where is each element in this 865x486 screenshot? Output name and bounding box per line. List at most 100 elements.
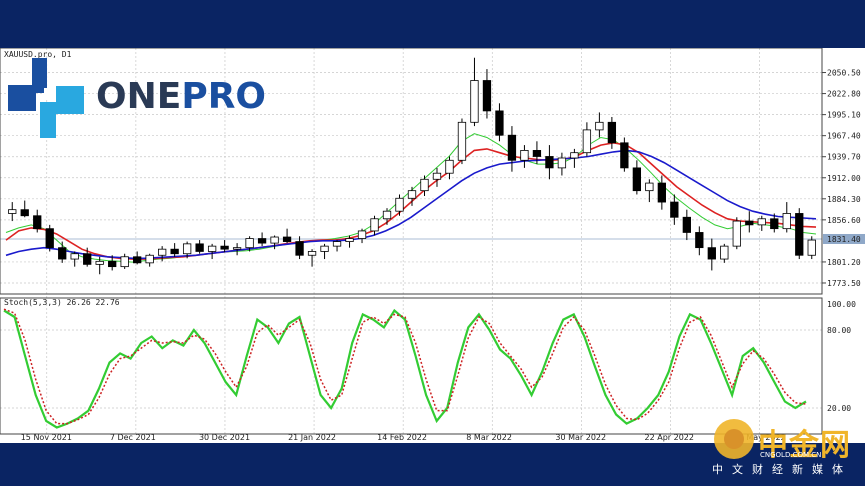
current-price-marker xyxy=(823,233,865,244)
watermark-name: 中金网 xyxy=(758,428,851,463)
stoch-main-line xyxy=(3,308,807,429)
candle-body xyxy=(395,197,404,212)
candle-body xyxy=(720,245,729,260)
brand-part-one: ONE xyxy=(96,76,182,117)
candle-body xyxy=(220,245,229,250)
price-tick-label: 1995.10 xyxy=(827,111,861,120)
candle-body xyxy=(432,172,442,180)
price-tick-label: 1912.00 xyxy=(827,174,861,183)
date-label: 8 Mar 2022 xyxy=(466,433,512,442)
candle-body xyxy=(570,152,579,159)
date-label: 30 Dec 2021 xyxy=(199,433,250,442)
candle-body xyxy=(670,201,679,218)
candle-body xyxy=(620,142,629,169)
candle-body xyxy=(145,254,154,264)
stoch-tick-label: 100.00 xyxy=(827,300,856,309)
stochastic-lines xyxy=(3,308,807,429)
cngold-watermark-icon xyxy=(714,419,754,459)
candle-body xyxy=(745,220,754,226)
date-label: 30 Mar 2022 xyxy=(555,433,606,442)
candle-body xyxy=(595,121,604,131)
candle-body xyxy=(245,238,254,249)
stoch-tick-label: 20.00 xyxy=(827,404,851,413)
candle-body xyxy=(282,236,292,242)
date-label: 14 Feb 2022 xyxy=(377,433,427,442)
stoch-signal-line xyxy=(3,308,807,425)
date-label: 21 Jan 2022 xyxy=(288,433,336,442)
candle-body xyxy=(632,167,642,192)
candle-body xyxy=(407,190,417,199)
candle-body xyxy=(382,210,392,220)
candle-body xyxy=(182,243,192,255)
price-tick-label: 1773.50 xyxy=(827,279,861,288)
candle-body xyxy=(457,121,467,161)
current-price-label: 1831.40 xyxy=(827,235,861,244)
date-label: 22 Apr 2022 xyxy=(645,433,694,442)
onepro-logo-icon xyxy=(8,58,84,138)
candle-body xyxy=(732,220,741,247)
candle-body xyxy=(470,80,479,123)
candle-body xyxy=(195,243,204,252)
stoch-tick-label: 80.00 xyxy=(827,326,851,335)
chart-canvas: 2050.50 2022.80 1995.10 1967.40 1939.70 1912.… xyxy=(0,48,865,442)
candle-body xyxy=(307,251,317,256)
candle-body xyxy=(557,157,567,169)
candle-body xyxy=(95,260,104,265)
brand-name: ONEPRO xyxy=(96,76,266,117)
candle-body xyxy=(445,159,454,174)
candle-body xyxy=(520,150,529,161)
candle-body xyxy=(207,245,217,252)
candle-body xyxy=(120,256,129,268)
date-label: 15 Nov 2021 xyxy=(21,433,72,442)
watermark-url: CNGOLD.COM.CN xyxy=(760,451,822,459)
price-tick-label: 1939.70 xyxy=(827,153,861,162)
price-tick-label: 2022.80 xyxy=(827,90,861,99)
candle-body xyxy=(332,241,342,247)
candle-body xyxy=(108,260,117,268)
price-tick-label: 1856.60 xyxy=(827,216,861,225)
candle-body xyxy=(232,247,242,250)
candle-body xyxy=(582,129,592,154)
candle-body xyxy=(58,247,67,260)
candle-body xyxy=(133,256,142,264)
chart-frame: 2050.50 2022.80 1995.10 1967.40 1939.70 1912.… xyxy=(0,48,865,443)
moving-average-line xyxy=(5,149,817,260)
candle-body xyxy=(257,238,267,244)
candle-body xyxy=(83,253,92,265)
candle-body xyxy=(45,228,54,249)
watermark-subtitle: 中文财经新媒体 xyxy=(712,463,852,476)
candle-body xyxy=(482,80,492,112)
candle-body xyxy=(8,209,17,214)
candle-body xyxy=(532,150,542,157)
candle-body xyxy=(370,218,379,232)
candle-body xyxy=(657,182,666,203)
candle-body xyxy=(695,232,704,249)
candle-body xyxy=(20,209,29,217)
candle-body xyxy=(795,213,804,256)
candle-body xyxy=(682,216,691,233)
candle-body xyxy=(770,218,779,230)
candle-body xyxy=(345,238,354,242)
candle-body xyxy=(545,156,554,169)
axes: 2050.50 2022.80 1995.10 1967.40 1939.70 1912.… xyxy=(0,48,865,442)
instrument-label: XAUUSD.pro, D1 xyxy=(4,50,72,59)
candle-body xyxy=(757,218,766,226)
candle-body xyxy=(607,121,617,144)
candle-body xyxy=(495,110,504,136)
price-panel-border xyxy=(0,48,823,295)
stoch-panel-border xyxy=(0,297,823,435)
moving-average-line xyxy=(5,141,817,260)
brand-part-two: PRO xyxy=(181,76,267,117)
date-label: 7 Dec 2021 xyxy=(110,433,156,442)
price-tick-label: 2050.50 xyxy=(827,69,861,78)
candle-body xyxy=(295,241,304,256)
candle-body xyxy=(33,215,42,230)
candle-body xyxy=(507,134,517,161)
price-tick-label: 1801.20 xyxy=(827,258,861,267)
candle-body xyxy=(270,236,279,244)
price-candles xyxy=(8,57,816,275)
price-tick-label: 1884.30 xyxy=(827,195,861,204)
candle-body xyxy=(645,182,654,192)
price-tick-label: 1967.40 xyxy=(827,132,861,141)
candle-body xyxy=(357,230,367,239)
